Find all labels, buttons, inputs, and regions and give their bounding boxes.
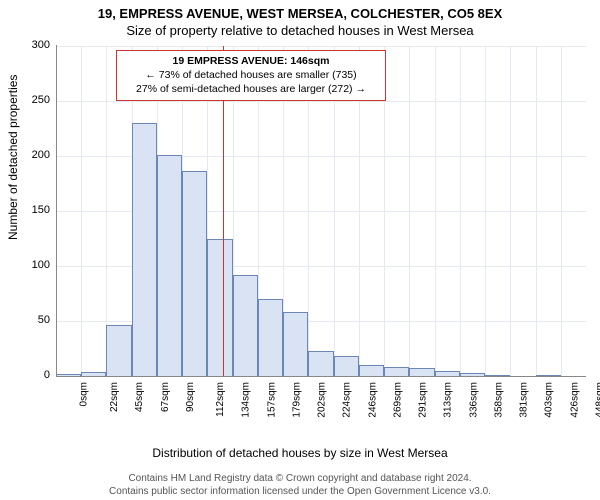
x-tick-label: 448sqm bbox=[594, 382, 600, 418]
x-tick-label: 246sqm bbox=[367, 382, 378, 418]
histogram-bar bbox=[283, 312, 308, 376]
x-tick-label: 0sqm bbox=[78, 382, 89, 406]
histogram-bar bbox=[106, 325, 131, 376]
grid-v bbox=[81, 46, 82, 376]
x-tick-label: 90sqm bbox=[185, 382, 196, 412]
x-tick-label: 291sqm bbox=[418, 382, 429, 418]
chart-subtitle: Size of property relative to detached ho… bbox=[0, 21, 600, 38]
x-tick-label: 336sqm bbox=[468, 382, 479, 418]
histogram-bar bbox=[207, 239, 232, 377]
x-tick-label: 224sqm bbox=[342, 382, 353, 418]
x-axis-line bbox=[56, 376, 586, 377]
grid-v bbox=[510, 46, 511, 376]
x-tick-label: 358sqm bbox=[493, 382, 504, 418]
histogram-bar bbox=[359, 365, 384, 376]
y-tick-label: 50 bbox=[22, 314, 50, 326]
y-tick-label: 200 bbox=[22, 149, 50, 161]
histogram-bar bbox=[384, 367, 409, 376]
grid-v bbox=[561, 46, 562, 376]
histogram-bar bbox=[233, 275, 258, 376]
histogram-bar bbox=[132, 123, 157, 376]
info-box-larger: 27% of semi-detached houses are larger (… bbox=[123, 82, 379, 96]
x-tick-label: 45sqm bbox=[134, 382, 145, 412]
y-axis-line bbox=[56, 45, 57, 377]
histogram-bar bbox=[157, 155, 182, 376]
x-tick-label: 67sqm bbox=[160, 382, 171, 412]
histogram-bar bbox=[334, 356, 359, 376]
histogram-bar bbox=[409, 368, 434, 376]
histogram-bar bbox=[182, 171, 207, 376]
grid-h bbox=[56, 101, 586, 102]
y-tick-label: 300 bbox=[22, 39, 50, 51]
info-box-title: 19 EMPRESS AVENUE: 146sqm bbox=[123, 54, 379, 68]
histogram-plot: 0501001502002503000sqm22sqm45sqm67sqm90s… bbox=[56, 46, 586, 376]
x-tick-label: 313sqm bbox=[443, 382, 454, 418]
footnote-licence: Contains public sector information licen… bbox=[0, 486, 600, 497]
grid-v bbox=[435, 46, 436, 376]
grid-v bbox=[485, 46, 486, 376]
grid-v bbox=[409, 46, 410, 376]
x-tick-label: 157sqm bbox=[266, 382, 277, 418]
grid-v bbox=[536, 46, 537, 376]
histogram-bar bbox=[258, 299, 283, 376]
x-tick-label: 22sqm bbox=[109, 382, 120, 412]
x-tick-label: 426sqm bbox=[569, 382, 580, 418]
y-tick-label: 150 bbox=[22, 204, 50, 216]
x-tick-label: 202sqm bbox=[317, 382, 328, 418]
y-tick-label: 100 bbox=[22, 259, 50, 271]
y-axis-label: Number of detached properties bbox=[6, 75, 20, 240]
x-axis-label: Distribution of detached houses by size … bbox=[0, 446, 600, 460]
grid-v bbox=[460, 46, 461, 376]
x-tick-label: 269sqm bbox=[392, 382, 403, 418]
x-tick-label: 134sqm bbox=[241, 382, 252, 418]
grid-h bbox=[56, 46, 586, 47]
histogram-bar bbox=[308, 351, 333, 376]
y-tick-label: 0 bbox=[22, 369, 50, 381]
x-tick-label: 112sqm bbox=[215, 382, 226, 417]
info-box: 19 EMPRESS AVENUE: 146sqm← 73% of detach… bbox=[116, 50, 386, 101]
info-box-smaller: ← 73% of detached houses are smaller (73… bbox=[123, 68, 379, 82]
y-tick-label: 250 bbox=[22, 94, 50, 106]
footnote-copyright: Contains HM Land Registry data © Crown c… bbox=[0, 473, 600, 484]
x-tick-label: 403sqm bbox=[544, 382, 555, 418]
address-title: 19, EMPRESS AVENUE, WEST MERSEA, COLCHES… bbox=[0, 0, 600, 21]
x-tick-label: 381sqm bbox=[519, 382, 530, 418]
x-tick-label: 179sqm bbox=[291, 382, 302, 418]
